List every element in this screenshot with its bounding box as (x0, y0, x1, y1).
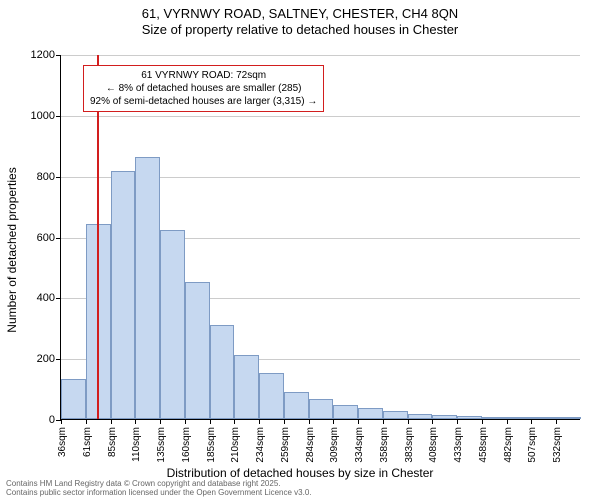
x-tick-mark (185, 419, 186, 424)
x-tick-mark (160, 419, 161, 424)
chart-title-main: 61, VYRNWY ROAD, SALTNEY, CHESTER, CH4 8… (0, 6, 600, 22)
x-tick-label: 383sqm (404, 427, 415, 463)
callout-line2: ← 8% of detached houses are smaller (285… (90, 82, 317, 95)
x-tick-mark (210, 419, 211, 424)
histogram-bar (234, 355, 259, 419)
x-tick-label: 334sqm (354, 427, 365, 463)
grid-line (61, 55, 580, 56)
x-tick-mark (309, 419, 310, 424)
x-tick-label: 210sqm (230, 427, 241, 463)
footer-line-2: Contains public sector information licen… (6, 488, 312, 498)
histogram-bar (507, 417, 532, 419)
histogram-bar (457, 416, 482, 419)
x-tick-mark (135, 419, 136, 424)
histogram-bar (185, 282, 210, 419)
x-tick-label: 309sqm (329, 427, 340, 463)
x-tick-label: 408sqm (428, 427, 439, 463)
y-tick-label: 600 (37, 232, 61, 244)
histogram-bar (531, 417, 556, 419)
x-tick-mark (86, 419, 87, 424)
x-tick-label: 85sqm (107, 427, 118, 457)
x-tick-label: 482sqm (503, 427, 514, 463)
y-tick-label: 1000 (31, 110, 61, 122)
chart-plot-area: 02004006008001000120036sqm61sqm85sqm110s… (60, 55, 580, 420)
x-tick-label: 160sqm (181, 427, 192, 463)
y-tick-label: 800 (37, 171, 61, 183)
histogram-bar (160, 230, 185, 419)
footer-line-1: Contains HM Land Registry data © Crown c… (6, 479, 312, 489)
histogram-bar (259, 373, 284, 419)
grid-line (61, 116, 580, 117)
x-tick-mark (432, 419, 433, 424)
x-tick-label: 458sqm (478, 427, 489, 463)
histogram-bar (482, 417, 507, 419)
y-tick-label: 400 (37, 292, 61, 304)
x-tick-mark (556, 419, 557, 424)
histogram-bar (383, 411, 408, 419)
histogram-bar (210, 325, 235, 419)
x-tick-mark (507, 419, 508, 424)
histogram-bar (111, 171, 136, 419)
histogram-bar (333, 405, 358, 419)
x-tick-label: 358sqm (379, 427, 390, 463)
chart-title-block: 61, VYRNWY ROAD, SALTNEY, CHESTER, CH4 8… (0, 0, 600, 39)
x-tick-label: 507sqm (527, 427, 538, 463)
y-tick-label: 0 (49, 414, 61, 426)
x-tick-label: 36sqm (57, 427, 68, 457)
histogram-bar (358, 408, 383, 419)
x-tick-label: 284sqm (305, 427, 316, 463)
x-tick-label: 532sqm (552, 427, 563, 463)
x-tick-label: 135sqm (156, 427, 167, 463)
x-tick-mark (234, 419, 235, 424)
callout-line3: 92% of semi-detached houses are larger (… (90, 95, 317, 108)
x-tick-mark (531, 419, 532, 424)
x-tick-label: 110sqm (131, 427, 142, 462)
x-tick-mark (408, 419, 409, 424)
y-tick-label: 200 (37, 353, 61, 365)
histogram-bar (408, 414, 433, 419)
x-tick-mark (358, 419, 359, 424)
x-tick-mark (259, 419, 260, 424)
callout-line1: 61 VYRNWY ROAD: 72sqm (90, 69, 317, 82)
chart-title-sub: Size of property relative to detached ho… (0, 22, 600, 38)
x-tick-mark (284, 419, 285, 424)
x-tick-label: 61sqm (82, 427, 93, 457)
x-tick-label: 259sqm (280, 427, 291, 463)
reference-callout: 61 VYRNWY ROAD: 72sqm← 8% of detached ho… (83, 65, 324, 112)
x-tick-mark (333, 419, 334, 424)
histogram-bar (284, 392, 309, 419)
x-tick-mark (111, 419, 112, 424)
x-tick-label: 234sqm (255, 427, 266, 463)
x-tick-mark (383, 419, 384, 424)
x-tick-label: 185sqm (206, 427, 217, 463)
y-tick-label: 1200 (31, 49, 61, 61)
x-tick-mark (61, 419, 62, 424)
histogram-bar (309, 399, 334, 419)
x-tick-mark (457, 419, 458, 424)
histogram-bar (556, 417, 581, 419)
x-tick-label: 433sqm (453, 427, 464, 463)
histogram-bar (61, 379, 86, 419)
attribution-footer: Contains HM Land Registry data © Crown c… (6, 479, 312, 498)
histogram-bar (432, 415, 457, 419)
y-axis-title: Number of detached properties (5, 85, 19, 250)
histogram-bar (135, 157, 160, 419)
x-tick-mark (482, 419, 483, 424)
